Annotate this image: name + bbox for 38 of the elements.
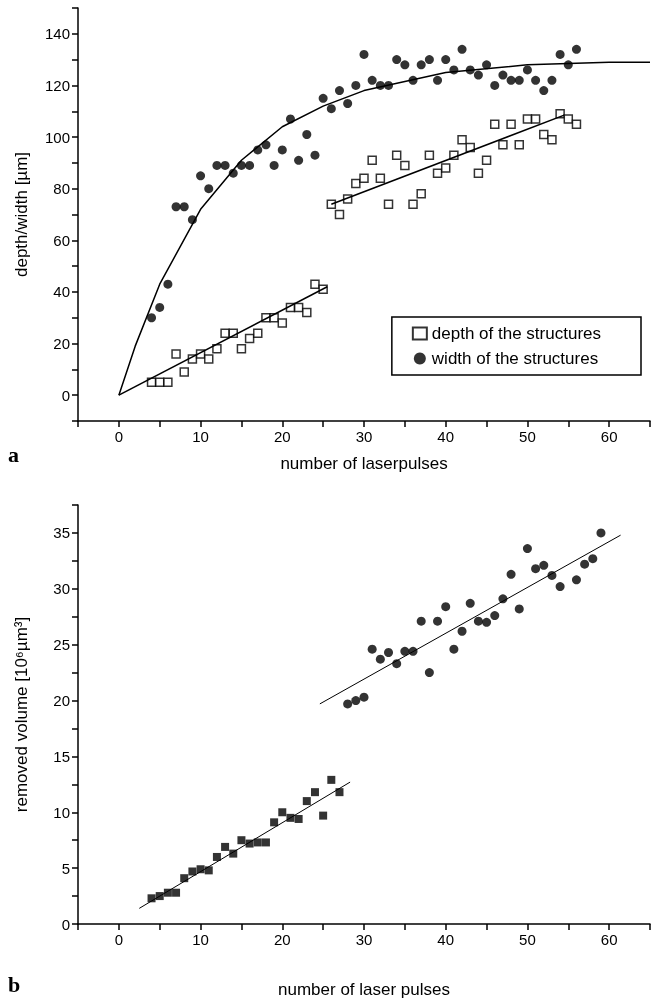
x-tick-label: 60 bbox=[600, 428, 618, 445]
y-tick-label: 0 bbox=[61, 915, 70, 933]
y-tick-label: 140 bbox=[44, 25, 70, 43]
x-tick-label: 30 bbox=[355, 931, 373, 948]
y-tick-label: 20 bbox=[53, 335, 70, 353]
y-tick-label: 10 bbox=[53, 803, 70, 821]
text: a bbox=[8, 441, 19, 467]
x-tick-label: 40 bbox=[437, 428, 455, 445]
y-tick-label: 100 bbox=[44, 128, 70, 146]
y-axis-title: depth/width [µm] bbox=[12, 151, 31, 278]
y-tick-label: 35 bbox=[53, 524, 70, 542]
y-tick-label: 80 bbox=[53, 180, 70, 198]
x-tick-label: 60 bbox=[600, 931, 618, 948]
y-tick-label: 40 bbox=[53, 283, 70, 301]
x-tick-label: 50 bbox=[519, 428, 536, 445]
x-axis-title: number of laserpulses bbox=[280, 454, 448, 473]
text: b bbox=[8, 971, 21, 997]
legend-label: depth of the structures bbox=[431, 324, 601, 343]
x-tick-label: 50 bbox=[519, 931, 536, 948]
y-axis-title: removed volume [10⁶µm³] bbox=[12, 616, 31, 813]
y-tick-label: 30 bbox=[53, 580, 70, 598]
y-tick-label: 25 bbox=[53, 636, 70, 654]
y-tick-label: 0 bbox=[61, 386, 70, 404]
y-tick-label: 5 bbox=[61, 859, 70, 877]
x-tick-label: 30 bbox=[355, 428, 373, 445]
x-tick-label: 20 bbox=[273, 931, 291, 948]
x-tick-label: 40 bbox=[437, 931, 455, 948]
x-tick-label: 0 bbox=[114, 428, 124, 445]
y-tick-label: 120 bbox=[44, 76, 70, 94]
x-tick-label: 20 bbox=[273, 428, 291, 445]
x-tick-label: 10 bbox=[192, 931, 209, 948]
y-tick-label: 60 bbox=[53, 231, 70, 249]
legend-label: width of the structures bbox=[430, 349, 599, 368]
y-tick-label: 15 bbox=[53, 747, 70, 765]
y-tick-label: 20 bbox=[53, 692, 70, 710]
x-tick-label: 0 bbox=[114, 931, 124, 948]
x-axis-title: number of laser pulses bbox=[278, 980, 450, 999]
x-tick-label: 10 bbox=[192, 428, 209, 445]
